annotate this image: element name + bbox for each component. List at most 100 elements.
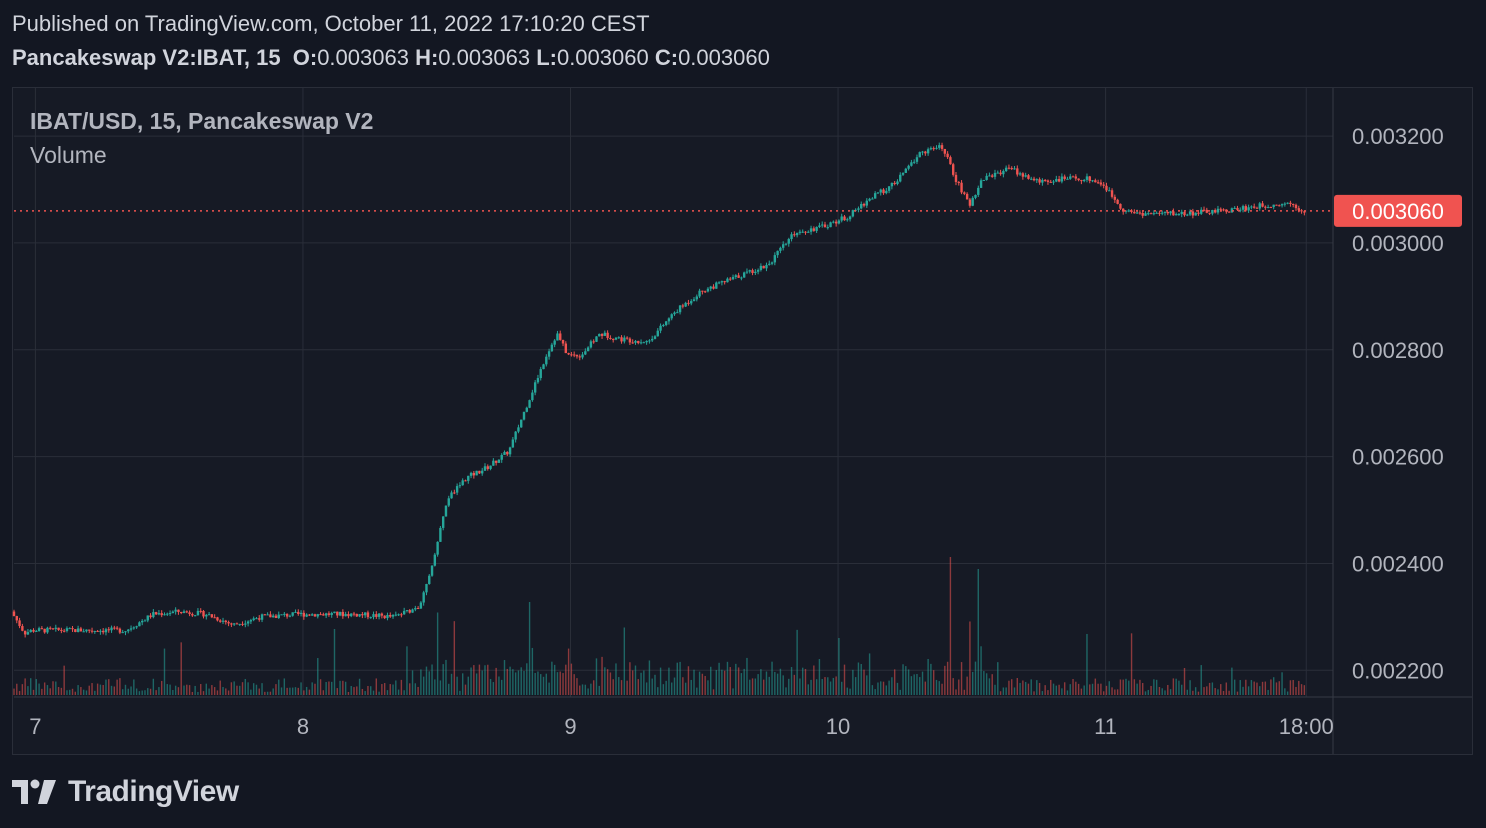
- volume-bar: [1122, 679, 1124, 695]
- volume-bar: [958, 679, 960, 695]
- published-note: Published on TradingView.com, October 11…: [12, 11, 650, 36]
- volume-bar: [161, 680, 163, 695]
- candle-body: [567, 353, 570, 355]
- candle-body: [536, 378, 540, 383]
- candle-body: [759, 265, 763, 270]
- candle-body: [180, 611, 183, 614]
- candle-body: [54, 627, 58, 629]
- volume-bar: [322, 690, 325, 695]
- candle-body: [88, 629, 91, 631]
- chart-frame[interactable]: [12, 87, 1473, 755]
- volume-bar: [99, 684, 102, 695]
- candle-body: [157, 613, 161, 615]
- candle-body: [1283, 203, 1287, 205]
- volume-bar: [793, 674, 796, 695]
- tradingview-logo[interactable]: TradingView: [12, 774, 239, 810]
- volume-bar: [1300, 684, 1303, 695]
- volume-bar: [1161, 688, 1163, 695]
- candle-body: [185, 611, 188, 613]
- volume-bar: [1136, 683, 1138, 695]
- candle-body: [1239, 209, 1242, 211]
- volume-bar: [294, 687, 297, 695]
- volume-bar: [1158, 687, 1161, 695]
- candle-body: [338, 611, 342, 616]
- candle-body: [269, 614, 272, 618]
- candle-body: [76, 628, 80, 632]
- volume-bar: [556, 672, 559, 695]
- candle-body: [600, 334, 604, 336]
- volume-bar: [166, 684, 168, 695]
- volume-bar: [91, 683, 93, 695]
- volume-bar: [216, 690, 219, 695]
- volume-bar: [726, 661, 729, 695]
- volume-bar: [1242, 686, 1244, 695]
- candle-body: [873, 193, 877, 199]
- candle-body: [726, 278, 729, 283]
- volume-bar: [24, 678, 26, 695]
- volume-bar: [893, 669, 896, 695]
- volume-bar: [489, 679, 492, 695]
- candle-body: [912, 161, 916, 163]
- volume-bar: [729, 667, 731, 695]
- candle-body: [258, 618, 261, 620]
- volume-bar: [1222, 690, 1225, 695]
- candle-body: [949, 157, 952, 165]
- volume-bar: [815, 679, 818, 695]
- volume-bar: [425, 666, 428, 695]
- volume-bar: [749, 679, 751, 695]
- volume-bar: [919, 677, 921, 695]
- close-label: C:: [654, 45, 679, 70]
- volume-bar: [1089, 684, 1091, 695]
- volume-bar: [802, 667, 804, 695]
- volume-bar: [303, 690, 305, 695]
- candle-body: [628, 338, 632, 343]
- volume-bar: [765, 671, 768, 695]
- volume-bar: [1181, 684, 1183, 695]
- candle-body: [1021, 173, 1025, 177]
- candle-body: [673, 312, 676, 315]
- candle-body: [271, 615, 275, 618]
- volume-bars: [13, 557, 1306, 695]
- candle-body: [255, 618, 258, 620]
- volume-bar: [676, 662, 678, 695]
- candle-body: [280, 614, 283, 616]
- candle-body: [676, 312, 679, 314]
- candle-body: [795, 232, 799, 236]
- candle-body: [1261, 203, 1264, 207]
- candle-body: [439, 527, 442, 542]
- volume-bar: [1245, 679, 1247, 695]
- last-price-label: 0.003060: [1352, 199, 1444, 224]
- candle-body: [1222, 209, 1225, 211]
- ohlc-line: Pancakeswap V2:IBAT, 15 O:0.003063 H:0.0…: [12, 44, 770, 72]
- volume-bar: [381, 684, 383, 695]
- candle-body: [985, 175, 988, 180]
- candle-body: [489, 465, 492, 469]
- volume-bar: [1259, 686, 1261, 695]
- candle-body: [29, 629, 32, 633]
- candle-body: [311, 614, 314, 616]
- volume-bar: [944, 665, 946, 695]
- candle-body: [625, 337, 629, 339]
- volume-bar: [1130, 633, 1133, 695]
- candle-body: [305, 614, 308, 617]
- volume-bar: [620, 680, 623, 695]
- volume-bar: [548, 682, 550, 695]
- candle-body: [375, 614, 378, 617]
- volume-bar: [1033, 691, 1035, 695]
- candle-body: [840, 216, 843, 221]
- candle-body: [361, 614, 364, 616]
- candle-body: [1138, 212, 1142, 214]
- candle-body: [1186, 214, 1189, 216]
- volume-bar: [573, 674, 575, 695]
- volume-bar: [723, 670, 726, 695]
- candle-body: [598, 334, 601, 337]
- candle-body: [333, 611, 336, 614]
- candle-body: [729, 278, 732, 280]
- candle-body: [520, 419, 523, 428]
- candle-body: [1069, 176, 1072, 179]
- volume-bar: [1072, 679, 1074, 695]
- volume-bar: [108, 679, 110, 695]
- volume-bar: [874, 689, 876, 695]
- volume-bar: [389, 684, 391, 695]
